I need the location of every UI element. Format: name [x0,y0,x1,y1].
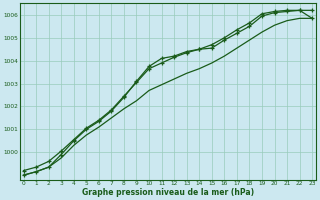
X-axis label: Graphe pression niveau de la mer (hPa): Graphe pression niveau de la mer (hPa) [82,188,254,197]
